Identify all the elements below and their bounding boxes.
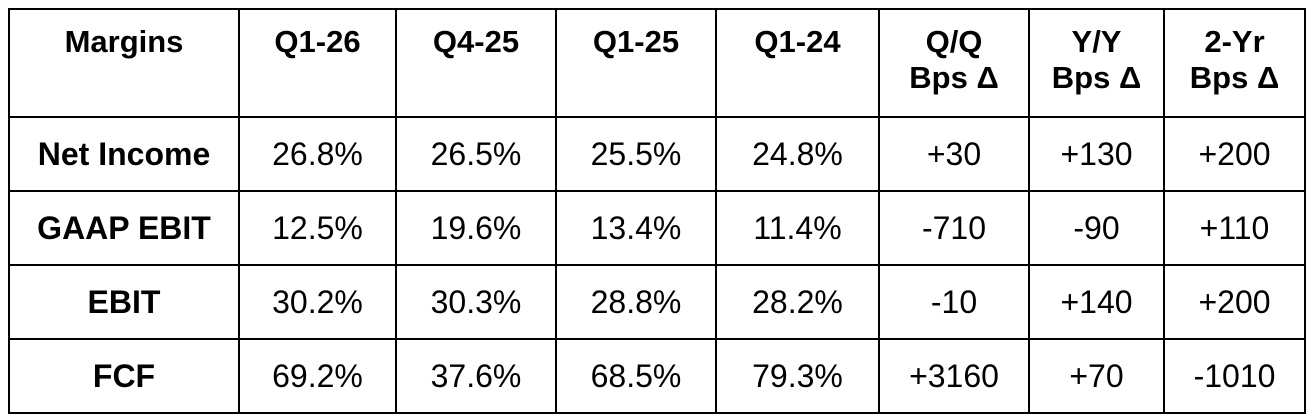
header-cell: Q1-25 — [555, 8, 717, 118]
table-cell: +140 — [1028, 264, 1165, 340]
table-cell: -710 — [878, 190, 1030, 266]
table-cell: 24.8% — [715, 116, 880, 192]
table-cell: -1010 — [1163, 338, 1306, 414]
table-cell: +130 — [1028, 116, 1165, 192]
header-cell: Q4-25 — [395, 8, 557, 118]
header-cell: Q1-26 — [238, 8, 397, 118]
table-cell: 69.2% — [238, 338, 397, 414]
table-cell: 13.4% — [555, 190, 717, 266]
table-cell: 79.3% — [715, 338, 880, 414]
table-cell: 37.6% — [395, 338, 557, 414]
header-cell: Margins — [8, 8, 240, 118]
table-cell: -90 — [1028, 190, 1165, 266]
table-cell: 25.5% — [555, 116, 717, 192]
header-row: Margins Q1-26 Q4-25 Q1-25 Q1-24 Q/Q Bps Δ Y/Y … — [8, 8, 1306, 118]
row-label: FCF — [8, 338, 240, 414]
table-cell: +200 — [1163, 116, 1306, 192]
header-cell: Q/Q Bps Δ — [878, 8, 1030, 118]
table-cell: 28.2% — [715, 264, 880, 340]
header-cell: Q1-24 — [715, 8, 880, 118]
table-row: GAAP EBIT 12.5% 19.6% 13.4% 11.4% -710 -90 +110 — [8, 190, 1306, 266]
table-cell: +3160 — [878, 338, 1030, 414]
table-cell: 30.2% — [238, 264, 397, 340]
table-cell: -10 — [878, 264, 1030, 340]
table-row: Net Income 26.8% 26.5% 25.5% 24.8% +30 +130 +20… — [8, 116, 1306, 192]
table-row: FCF 69.2% 37.6% 68.5% 79.3% +3160 +70 -1010 — [8, 338, 1306, 414]
table-cell: +70 — [1028, 338, 1165, 414]
row-label: Net Income — [8, 116, 240, 192]
table-header: Margins Q1-26 Q4-25 Q1-25 Q1-24 Q/Q Bps Δ Y/Y … — [8, 8, 1306, 118]
table-row: EBIT 30.2% 30.3% 28.8% 28.2% -10 +140 +200 — [8, 264, 1306, 340]
table-cell: 26.8% — [238, 116, 397, 192]
table-cell: 12.5% — [238, 190, 397, 266]
header-cell: 2-Yr Bps Δ — [1163, 8, 1306, 118]
row-label: EBIT — [8, 264, 240, 340]
table-cell: 11.4% — [715, 190, 880, 266]
table-body: Net Income 26.8% 26.5% 25.5% 24.8% +30 +130 +20… — [8, 116, 1306, 414]
table-cell: 26.5% — [395, 116, 557, 192]
margins-table: Margins Q1-26 Q4-25 Q1-25 Q1-24 Q/Q Bps Δ Y/Y … — [8, 8, 1306, 414]
table-cell: +200 — [1163, 264, 1306, 340]
table-cell: 19.6% — [395, 190, 557, 266]
table-cell: +110 — [1163, 190, 1306, 266]
table-cell: +30 — [878, 116, 1030, 192]
header-cell: Y/Y Bps Δ — [1028, 8, 1165, 118]
table-cell: 30.3% — [395, 264, 557, 340]
table-cell: 68.5% — [555, 338, 717, 414]
table-cell: 28.8% — [555, 264, 717, 340]
row-label: GAAP EBIT — [8, 190, 240, 266]
